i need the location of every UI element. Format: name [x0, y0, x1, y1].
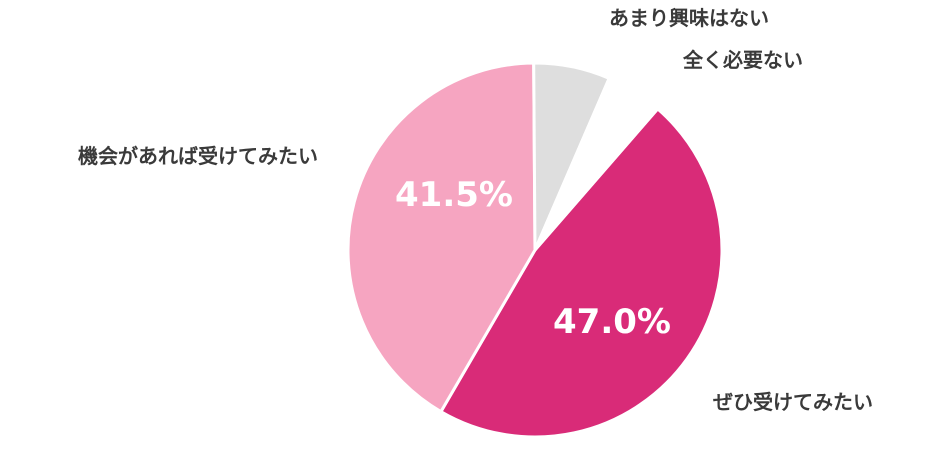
value-label-kikai: 41.5%: [395, 175, 513, 215]
slice-kikai: [346, 61, 537, 414]
pie-slices: [346, 61, 724, 439]
category-label-kikai: 機会があれば受けてみたい: [78, 144, 318, 168]
slice-zehi: [439, 107, 724, 439]
value-label-zehi: 47.0%: [553, 302, 671, 342]
category-label-amari: あまり興味はない: [609, 6, 769, 30]
category-label-mattaku: 全く必要ない: [682, 48, 803, 72]
slice-mattaku: [533, 76, 660, 252]
category-label-zehi: ぜひ受けてみたい: [713, 390, 873, 414]
